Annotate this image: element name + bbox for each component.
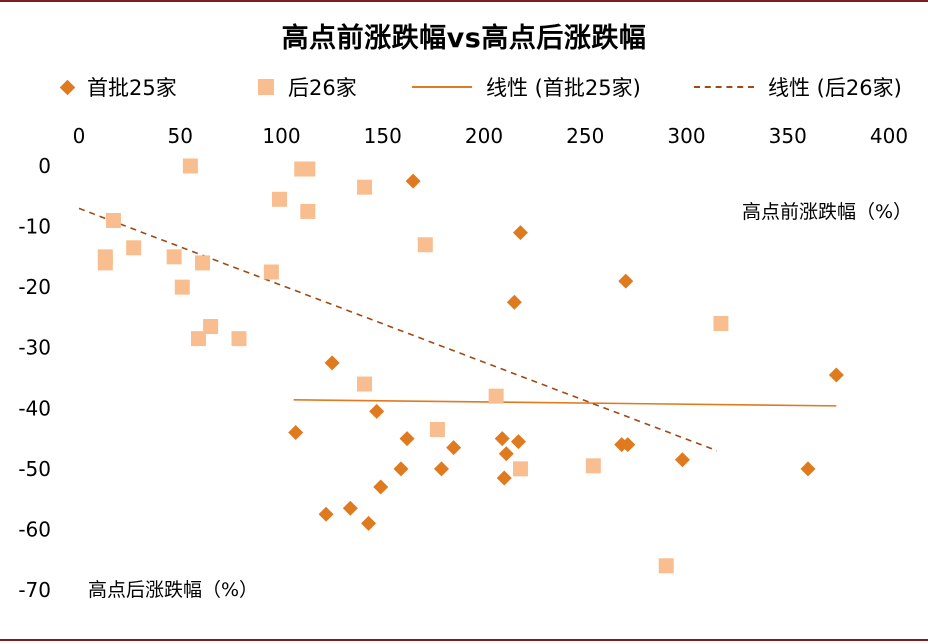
point-first25	[393, 461, 409, 477]
point-first25	[446, 440, 462, 456]
point-first25	[618, 273, 634, 289]
point-later26	[97, 255, 113, 271]
point-first25	[496, 470, 512, 486]
chart-legend: 首批25家 后26家 线性 (首批25家) 线性 (后26家)	[0, 70, 928, 104]
x-tick-label: 300	[667, 124, 705, 148]
y-tick-label: -10	[18, 215, 51, 239]
point-first25	[433, 461, 449, 477]
point-later26	[182, 158, 198, 174]
point-first25	[399, 431, 415, 447]
point-later26	[300, 161, 316, 177]
x-tick-label: 250	[566, 124, 604, 148]
point-first25	[361, 515, 377, 531]
point-first25	[288, 425, 304, 441]
point-later26	[271, 191, 287, 207]
legend-item-first25: 首批25家	[56, 70, 177, 104]
point-later26	[126, 240, 142, 256]
legend-item-linear-later26: 线性 (后26家)	[694, 70, 902, 104]
point-first25	[405, 173, 421, 189]
trendline-first25	[293, 399, 837, 407]
point-first25	[498, 446, 514, 462]
point-later26	[417, 237, 433, 253]
point-later26	[300, 203, 316, 219]
y-tick-label: -20	[18, 275, 51, 299]
legend-item-later26: 后26家	[258, 70, 357, 104]
x-tick-label: 350	[769, 124, 807, 148]
solid-line-icon	[412, 86, 472, 88]
point-later26	[429, 421, 445, 437]
point-first25	[512, 225, 528, 241]
point-first25	[800, 461, 816, 477]
point-first25	[369, 403, 385, 419]
point-later26	[195, 255, 211, 271]
point-later26	[105, 213, 121, 229]
bottom-border	[0, 639, 928, 641]
top-border	[0, 0, 928, 2]
point-first25	[674, 452, 690, 468]
point-later26	[512, 461, 528, 477]
y-tick-label: -40	[18, 396, 51, 420]
legend-label-linear-first25: 线性 (首批25家)	[486, 76, 641, 100]
x-tick-label: 150	[364, 124, 402, 148]
point-first25	[324, 355, 340, 371]
point-first25	[510, 434, 526, 450]
point-later26	[231, 331, 247, 347]
y-tick-label: -60	[18, 517, 51, 541]
point-later26	[174, 279, 190, 295]
point-first25	[494, 431, 510, 447]
trendline-later26	[78, 207, 718, 452]
y-tick-label: -50	[18, 457, 51, 481]
point-later26	[585, 458, 601, 474]
point-later26	[203, 319, 219, 335]
legend-label-later26: 后26家	[288, 76, 357, 100]
y-tick-label: 0	[38, 154, 51, 178]
dashed-line-icon	[694, 86, 754, 88]
point-later26	[713, 315, 729, 331]
point-later26	[166, 249, 182, 265]
point-later26	[658, 558, 674, 574]
point-first25	[620, 437, 636, 453]
y-axis-title: 高点后涨跌幅（%）	[88, 579, 258, 601]
x-tick-label: 400	[870, 124, 908, 148]
point-later26	[357, 179, 373, 195]
x-tick-label: 50	[168, 124, 193, 148]
y-tick-label: -30	[18, 336, 51, 360]
point-first25	[318, 506, 334, 522]
point-later26	[263, 264, 279, 280]
legend-item-linear-first25: 线性 (首批25家)	[412, 70, 641, 104]
square-marker-icon	[258, 79, 274, 95]
point-first25	[342, 500, 358, 516]
legend-label-first25: 首批25家	[87, 76, 177, 100]
x-tick-label: 200	[465, 124, 503, 148]
point-later26	[357, 376, 373, 392]
x-tick-label: 0	[73, 124, 86, 148]
point-later26	[488, 388, 504, 404]
legend-label-linear-later26: 线性 (后26家)	[768, 76, 902, 100]
x-axis-title: 高点前涨跌幅（%）	[742, 201, 912, 223]
point-first25	[828, 367, 844, 383]
point-later26	[190, 331, 206, 347]
point-first25	[506, 294, 522, 310]
y-tick-label: -70	[18, 578, 51, 602]
chart-title: 高点前涨跌幅vs高点后涨跌幅	[281, 23, 647, 54]
point-first25	[373, 479, 389, 495]
x-tick-label: 100	[262, 124, 300, 148]
